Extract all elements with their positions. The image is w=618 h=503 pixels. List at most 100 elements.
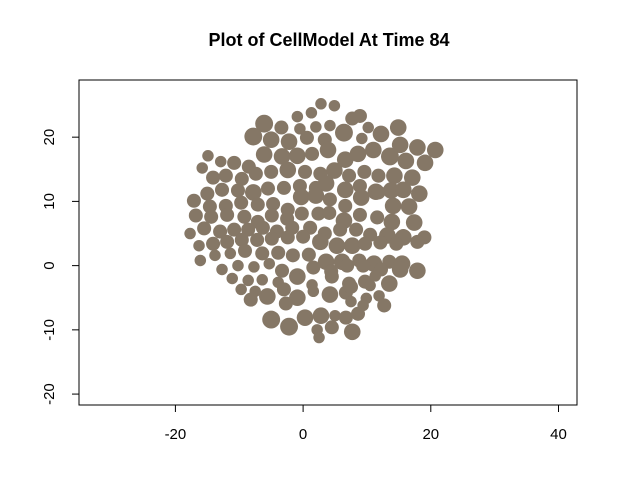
- cell: [234, 232, 249, 247]
- cell: [227, 155, 242, 170]
- cell: [186, 193, 201, 208]
- cell: [389, 119, 407, 136]
- cell: [264, 164, 279, 179]
- cell: [326, 162, 343, 179]
- cell: [343, 323, 361, 341]
- cell: [352, 189, 370, 206]
- cell: [280, 133, 298, 150]
- x-tick-label: -20: [165, 426, 187, 443]
- cell: [214, 182, 230, 197]
- cell: [255, 246, 270, 261]
- cell: [245, 184, 262, 201]
- cell: [342, 168, 357, 183]
- cell: [382, 182, 400, 199]
- y-tick-label: -20: [41, 383, 58, 405]
- cell: [196, 162, 208, 174]
- cell: [328, 99, 341, 112]
- cell: [216, 263, 228, 276]
- cell: [357, 164, 372, 179]
- cell: [297, 164, 313, 179]
- cell: [275, 263, 290, 278]
- cell: [278, 296, 293, 311]
- cell: [250, 197, 265, 212]
- cell: [241, 222, 256, 237]
- cell: [307, 285, 320, 298]
- cell: [232, 259, 244, 272]
- cell: [340, 258, 355, 273]
- cell: [273, 148, 291, 165]
- cell: [405, 214, 423, 231]
- cell: [357, 299, 369, 312]
- cell: [263, 257, 276, 270]
- cell: [220, 207, 235, 222]
- cell: [230, 183, 246, 198]
- cell: [218, 168, 233, 183]
- cell: [184, 227, 196, 240]
- cell: [256, 274, 268, 286]
- cell: [356, 132, 368, 145]
- y-tick-label: 10: [41, 193, 58, 210]
- cell: [426, 141, 444, 159]
- cell: [226, 272, 238, 285]
- cell: [380, 147, 399, 166]
- cell: [264, 208, 279, 223]
- cell: [362, 121, 374, 134]
- cell: [365, 141, 382, 159]
- cell: [255, 220, 270, 235]
- cell: [235, 283, 247, 296]
- cell: [290, 272, 302, 284]
- cell: [243, 292, 258, 307]
- cell: [321, 286, 339, 303]
- cell: [352, 178, 367, 194]
- cell: [364, 279, 376, 292]
- cell: [206, 236, 221, 251]
- cell: [338, 310, 353, 325]
- y-tick-label: 0: [41, 261, 58, 269]
- cell: [345, 295, 357, 308]
- cell: [335, 123, 353, 142]
- cell: [328, 237, 346, 255]
- cell: [289, 289, 306, 307]
- cell: [386, 167, 403, 185]
- cell: [294, 206, 309, 221]
- cell: [237, 243, 253, 258]
- x-tick-label: 40: [550, 426, 567, 443]
- cell: [262, 310, 281, 329]
- cell: [306, 260, 321, 275]
- cell: [264, 231, 279, 246]
- cell: [280, 317, 298, 336]
- cell: [311, 206, 326, 221]
- cell: [377, 298, 392, 313]
- cell: [384, 197, 402, 215]
- chart-title: Plot of CellModel At Time 84: [208, 30, 449, 50]
- cell: [194, 254, 207, 267]
- cell: [315, 98, 327, 110]
- cell: [204, 209, 219, 224]
- cell: [276, 282, 291, 297]
- cell: [279, 161, 297, 179]
- cell: [319, 141, 337, 159]
- cell: [383, 213, 401, 231]
- cell: [214, 155, 227, 168]
- cell: [202, 199, 217, 214]
- cell: [400, 198, 418, 215]
- cell: [260, 181, 276, 196]
- cell: [409, 262, 426, 280]
- cell: [371, 185, 386, 200]
- cell: [403, 169, 421, 186]
- x-tick-label: 20: [422, 426, 439, 443]
- cell: [237, 209, 252, 224]
- cell: [338, 198, 353, 213]
- y-tick-label: 20: [41, 129, 58, 146]
- cell: [343, 237, 361, 255]
- cell: [296, 309, 314, 326]
- cell: [312, 233, 329, 251]
- cell: [373, 235, 388, 250]
- cell: [324, 269, 339, 284]
- cell: [358, 236, 373, 251]
- cell: [266, 196, 281, 211]
- cell: [409, 139, 426, 156]
- cell: [411, 185, 428, 202]
- cell: [206, 170, 221, 185]
